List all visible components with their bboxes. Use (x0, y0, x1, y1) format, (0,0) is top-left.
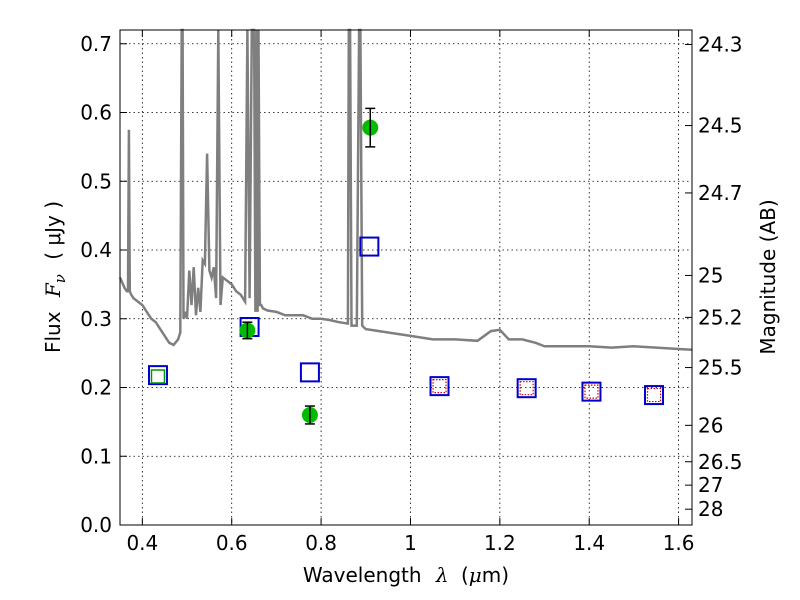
x-axis-label: Wavelength λ (μm) (303, 563, 509, 587)
x-tick-label: 1.6 (663, 531, 695, 555)
data-markers (147, 107, 665, 425)
model-square-blue (429, 376, 450, 397)
y-right-tick-label: 24.5 (698, 114, 743, 138)
model-square-blue (581, 381, 602, 402)
y-right-tick-label: 25 (698, 263, 723, 287)
x-tick-label: 1.2 (484, 531, 516, 555)
y-right-tick-label: 28 (698, 497, 723, 521)
y-tick-label: 0.6 (80, 101, 112, 125)
y-axis-right-label: Magnitude (AB) (756, 199, 780, 354)
y-right-tick-label: 27 (698, 473, 723, 497)
y-tick-label: 0.4 (80, 238, 112, 262)
plot-area (118, 28, 693, 425)
x-tick-label: 0.6 (216, 531, 248, 555)
y-right-tick-label: 24.3 (698, 32, 743, 56)
x-tick-label: 1.4 (573, 531, 605, 555)
axes-frame (119, 29, 693, 526)
y-tick-label: 0.7 (80, 32, 112, 56)
y-axis-label: Flux Fν ( μJy ) (41, 201, 70, 353)
x-tick-label: 1 (404, 531, 417, 555)
model-square-red (432, 379, 447, 394)
y-right-tick-label: 25.5 (698, 356, 743, 380)
model-square-blue (516, 378, 537, 399)
x-tick-label: 0.8 (305, 531, 337, 555)
y-right-tick-label: 26.5 (698, 450, 743, 474)
y-tick-label: 0.3 (80, 307, 112, 331)
model-square-red (646, 387, 662, 403)
y-tick-label: 0.1 (80, 444, 112, 468)
model-square-blue (644, 385, 665, 406)
grid (120, 30, 692, 526)
y-right-tick-label: 26 (698, 413, 723, 437)
y-right-tick-label: 24.7 (698, 181, 743, 205)
model-square-blue (359, 236, 380, 257)
model-square-red (584, 384, 599, 399)
y-tick-label: 0.0 (80, 513, 112, 537)
model-square-red (519, 381, 534, 396)
y-tick-label: 0.2 (80, 376, 112, 400)
model-square-blue (299, 362, 320, 383)
x-tick-label: 0.4 (126, 531, 158, 555)
spectrum-line (118, 28, 693, 351)
ticks: 0.4 0.6 0.8 1 1.2 1.4 1.6 0.0 0.1 0.2 0.3 0.4 0.5 0.6… (80, 30, 743, 555)
model-square-green (150, 369, 166, 384)
model-square-blue (147, 365, 168, 386)
y-tick-label: 0.5 (80, 169, 112, 193)
y-right-tick-label: 25.2 (698, 305, 743, 329)
